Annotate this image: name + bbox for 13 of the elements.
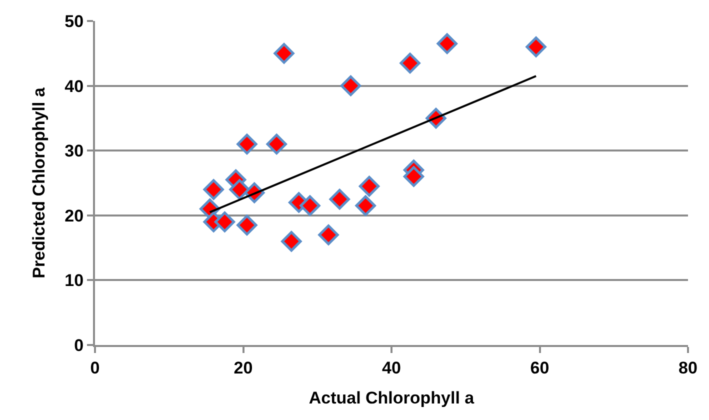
y-tick-label: 50	[64, 12, 84, 31]
y-tick-label: 40	[64, 76, 84, 96]
x-axis-title: Actual Chlorophyll a	[308, 388, 475, 408]
x-tick-label: 20	[234, 358, 253, 378]
y-tick-label: 10	[64, 271, 84, 290]
x-tick-label: 40	[382, 358, 401, 378]
y-tick-label: 30	[64, 142, 84, 161]
y-axis-title: Predicted Chlorophyll a	[30, 87, 49, 278]
y-tick-label: 20	[64, 206, 84, 226]
y-tick-label: 0	[74, 336, 84, 355]
x-tick-label: 80	[678, 358, 698, 378]
x-tick-label: 60	[530, 358, 550, 378]
x-tick-label: 0	[90, 358, 100, 378]
